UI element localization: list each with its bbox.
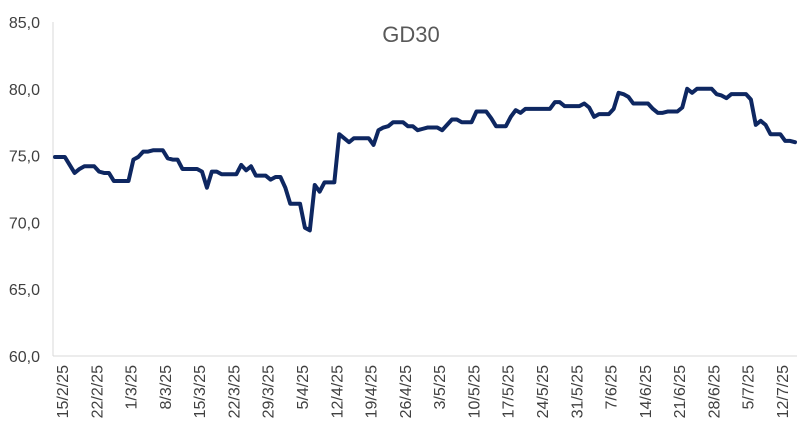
gd30-series-line <box>53 86 797 233</box>
x-tick-label: 1/3/25 <box>124 365 141 410</box>
x-tick-label: 14/6/25 <box>638 365 655 418</box>
x-tick-label: 19/4/25 <box>364 365 381 418</box>
x-tick-label: 7/6/25 <box>604 365 621 410</box>
x-tick-label: 12/7/25 <box>775 365 792 418</box>
x-tick-label: 24/5/25 <box>535 365 552 418</box>
x-tick-label: 5/7/25 <box>741 365 758 410</box>
y-tick-label: 70,0 <box>9 215 40 232</box>
x-tick-label: 17/5/25 <box>501 365 518 418</box>
x-axis-ticks: 15/2/25 22/2/25 1/3/25 8/3/25 15/3/25 22/3/25… <box>55 365 792 418</box>
y-tick-label: 60,0 <box>9 349 40 366</box>
x-tick-label: 29/3/25 <box>261 365 278 418</box>
x-tick-label: 22/2/25 <box>89 365 106 418</box>
y-tick-label: 80,0 <box>9 82 40 99</box>
y-tick-label: 65,0 <box>9 282 40 299</box>
x-tick-label: 5/4/25 <box>295 365 312 410</box>
x-tick-label: 21/6/25 <box>672 365 689 418</box>
x-tick-label: 31/5/25 <box>569 365 586 418</box>
x-tick-label: 3/5/25 <box>432 365 449 410</box>
y-tick-label: 75,0 <box>9 149 40 166</box>
y-tick-label: 85,0 <box>9 15 40 32</box>
x-tick-label: 28/6/25 <box>706 365 723 418</box>
x-tick-label: 10/5/25 <box>466 365 483 418</box>
chart-title: GD30 <box>382 22 439 47</box>
x-tick-label: 26/4/25 <box>398 365 415 418</box>
x-tick-label: 12/4/25 <box>329 365 346 418</box>
x-tick-label: 15/2/25 <box>55 365 72 418</box>
x-tick-label: 15/3/25 <box>192 365 209 418</box>
y-axis-ticks: 60,0 65,0 70,0 75,0 80,0 85,0 <box>9 15 40 366</box>
x-tick-label: 8/3/25 <box>158 365 175 410</box>
x-tick-label: 22/3/25 <box>226 365 243 418</box>
